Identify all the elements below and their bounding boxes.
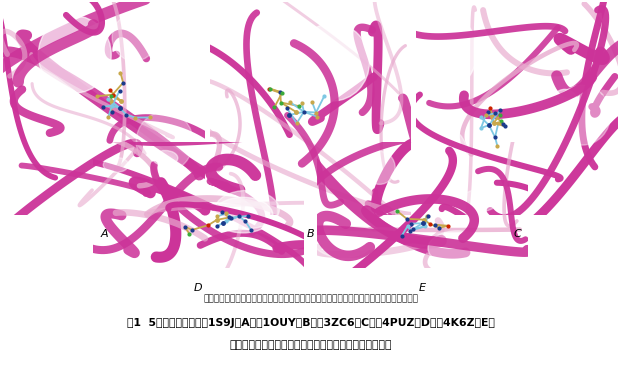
Text: B: B xyxy=(307,229,314,239)
Circle shape xyxy=(410,125,468,186)
Text: C: C xyxy=(513,229,521,239)
Text: 图1  5个靶点蛋白复合物1S9J（A）、1OUY（B）、3ZC6（C）、4PUZ（D）、4K6Z（E）: 图1 5个靶点蛋白复合物1S9J（A）、1OUY（B）、3ZC6（C）、4PUZ… xyxy=(127,318,494,328)
Circle shape xyxy=(551,90,578,117)
Circle shape xyxy=(153,151,178,165)
Circle shape xyxy=(103,157,129,172)
Circle shape xyxy=(296,23,369,101)
Text: 注：图中粉色为靶点蛋白（飘带模型），金色为原始配体分子，浅蓝色为对接后的配体分子: 注：图中粉色为靶点蛋白（飘带模型），金色为原始配体分子，浅蓝色为对接后的配体分子 xyxy=(203,294,418,303)
Text: D: D xyxy=(194,283,202,293)
Circle shape xyxy=(554,85,610,145)
Circle shape xyxy=(461,189,498,212)
Circle shape xyxy=(397,10,477,94)
Circle shape xyxy=(43,145,63,166)
Circle shape xyxy=(215,191,279,229)
Circle shape xyxy=(312,221,374,258)
Text: A: A xyxy=(100,229,107,239)
Circle shape xyxy=(39,16,111,93)
Text: 原始晶体结构中配体的构象与对接后配体的构象叠合对比: 原始晶体结构中配体的构象与对接后配体的构象叠合对比 xyxy=(229,340,392,350)
Circle shape xyxy=(213,197,273,233)
Circle shape xyxy=(428,231,487,266)
Circle shape xyxy=(364,151,395,184)
Text: E: E xyxy=(419,283,426,293)
Circle shape xyxy=(112,14,157,61)
Circle shape xyxy=(136,112,193,172)
